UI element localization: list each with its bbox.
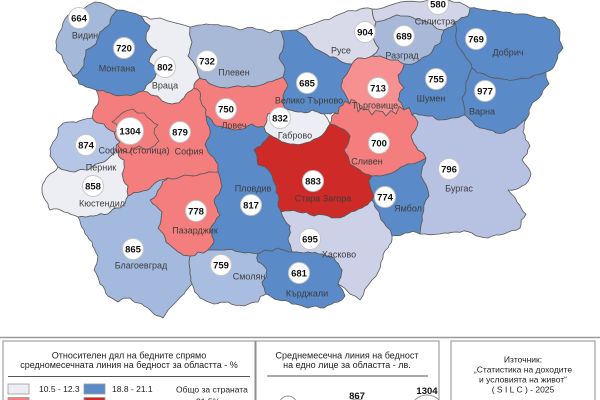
svg-text:Сливен: Сливен [351,157,382,167]
svg-text:817: 817 [243,201,259,212]
svg-text:685: 685 [299,79,316,90]
svg-text:Кюстендил: Кюстендил [79,199,125,209]
svg-text:720: 720 [116,44,132,55]
svg-text:Среднемесечна линия на бедност: Среднемесечна линия на бедност [276,351,419,361]
svg-text:Шумен: Шумен [417,94,446,104]
svg-text:на едно лице за областта - лв.: на едно лице за областта - лв. [283,360,411,370]
svg-text:832: 832 [272,114,288,125]
svg-text:732: 732 [199,57,215,68]
svg-text:Добрич: Добрич [492,48,523,58]
svg-text:Кърджали: Кърджали [286,289,328,299]
svg-text:Източник:: Източник: [504,355,542,365]
svg-text:874: 874 [78,141,95,152]
svg-text:580: 580 [430,0,446,11]
svg-text:Силистра: Силистра [415,17,455,27]
svg-text:Русе: Русе [331,46,351,56]
svg-text:Варна: Варна [469,107,495,117]
svg-text:средномесечната линия на бедно: средномесечната линия на бедност за обла… [20,360,238,370]
svg-text:Общо за страната: Общо за страната [176,385,248,395]
svg-text:Плевен: Плевен [218,68,249,78]
svg-text:Разград: Разград [385,51,419,61]
svg-text:695: 695 [302,235,319,246]
svg-text:867: 867 [349,391,365,400]
svg-text:Пазарджик: Пазарджик [172,226,218,236]
svg-text:Ямбол: Ямбол [394,204,422,214]
svg-text:879: 879 [172,128,188,139]
svg-text:Хасково: Хасково [322,250,356,260]
svg-text:„Статистика на доходите: „Статистика на доходите [474,365,572,375]
svg-text:858: 858 [85,182,101,193]
svg-text:Търговище: Търговище [352,101,398,111]
svg-text:18.8 - 21.1: 18.8 - 21.1 [112,384,153,394]
svg-text:Велико Търново: Велико Търново [275,96,343,106]
svg-text:802: 802 [157,63,173,74]
svg-text:904: 904 [357,28,374,39]
svg-text:774: 774 [377,193,394,204]
svg-text:769: 769 [468,35,484,46]
svg-text:759: 759 [213,261,229,272]
svg-text:713: 713 [370,84,386,95]
svg-text:( S I L C ) - 2025: ( S I L C ) - 2025 [492,385,555,395]
svg-text:796: 796 [441,165,457,176]
svg-text:Ловеч: Ловеч [222,121,247,131]
svg-text:10.5 - 12.3: 10.5 - 12.3 [39,384,80,394]
svg-text:Смолян: Смолян [233,272,266,282]
svg-text:Пловдив: Пловдив [235,184,272,194]
svg-text:Перник: Перник [86,163,116,173]
svg-text:и условията на живот“: и условията на живот“ [479,375,567,385]
svg-text:Видин: Видин [72,31,98,41]
svg-text:Относителен дял на бедните спр: Относителен дял на бедните спрямо [52,351,206,361]
svg-text:София (столица): София (столица) [98,146,169,156]
svg-text:755: 755 [428,75,445,86]
svg-text:Монтана: Монтана [99,64,136,74]
svg-text:София: София [175,147,204,157]
svg-text:Стара Загора: Стара Загора [295,194,352,204]
svg-text:883: 883 [305,177,321,188]
svg-text:1304: 1304 [119,127,141,138]
svg-text:Бургас: Бургас [445,184,473,194]
svg-text:689: 689 [396,32,412,43]
svg-text:Враца: Враца [152,81,178,91]
svg-text:681: 681 [291,269,308,280]
svg-text:700: 700 [371,139,387,150]
svg-text:750: 750 [218,105,234,116]
svg-text:778: 778 [188,207,204,218]
svg-text:1304: 1304 [416,386,438,397]
svg-text:Габрово: Габрово [278,131,312,141]
svg-text:Благоевград: Благоевград [115,261,168,271]
svg-text:664: 664 [71,14,88,25]
svg-text:21.5%: 21.5% [196,397,221,400]
svg-text:977: 977 [477,87,493,98]
svg-text:865: 865 [125,245,142,256]
